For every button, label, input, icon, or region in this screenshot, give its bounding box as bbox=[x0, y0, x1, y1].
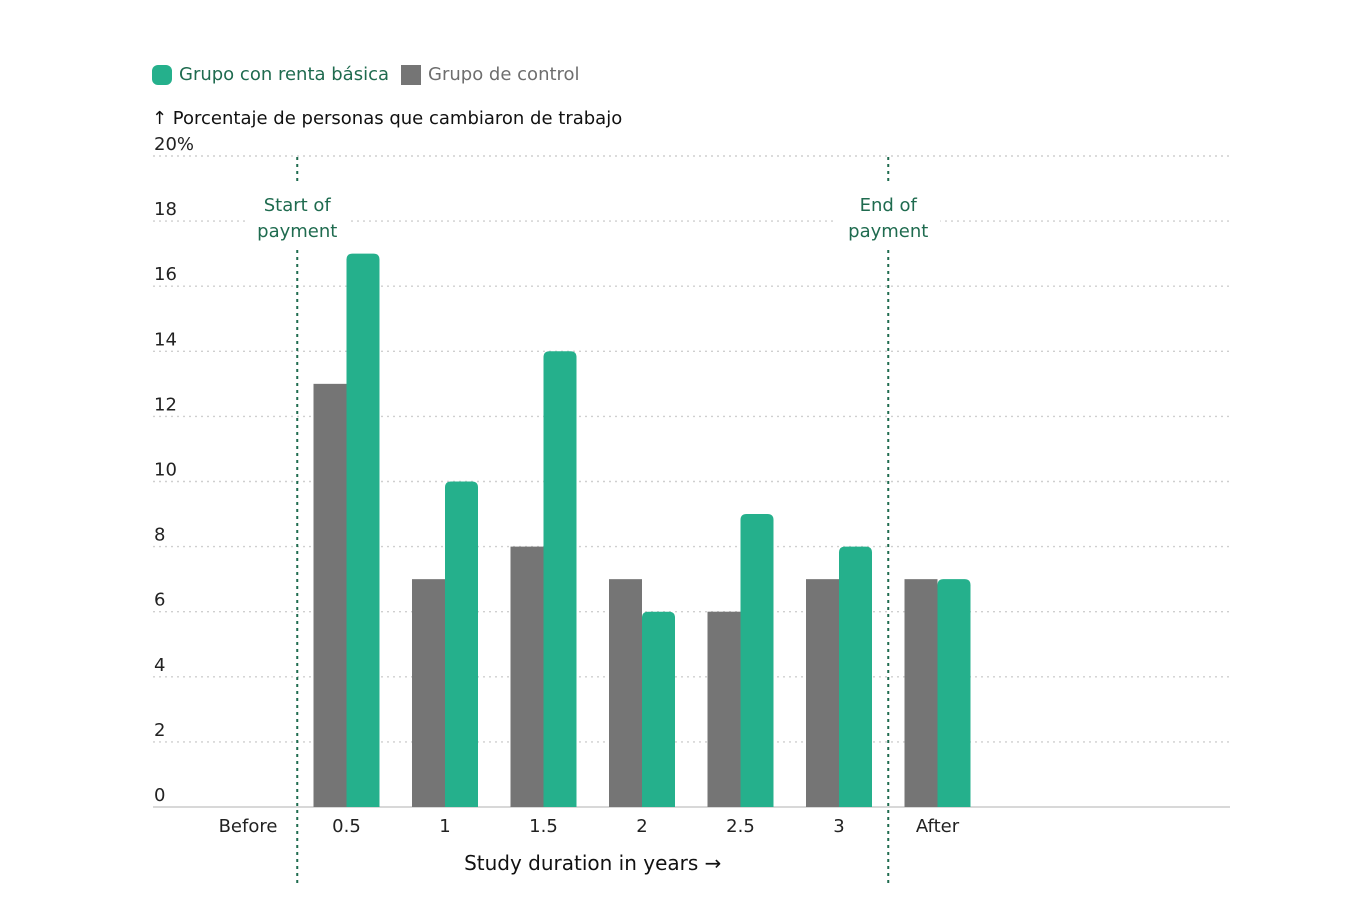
y-axis-label: ↑ Porcentaje de personas que cambiaron d… bbox=[152, 108, 623, 129]
annotation-label-background bbox=[836, 190, 941, 244]
x-tick-label: 2 bbox=[636, 816, 647, 837]
x-tick-label: Before bbox=[219, 816, 278, 837]
annotation-start-of-payment: Start of bbox=[264, 195, 332, 216]
annotation-start-of-payment: payment bbox=[257, 221, 337, 242]
x-tick-label: 1 bbox=[439, 816, 450, 837]
legend-swatch-control bbox=[401, 64, 422, 85]
bar-basic-income bbox=[543, 351, 577, 807]
bar-control bbox=[510, 546, 544, 807]
legend-label-control: Grupo de control bbox=[428, 64, 580, 85]
legend: Grupo con renta básica Grupo de control bbox=[152, 64, 592, 85]
bar-basic-income bbox=[346, 253, 380, 807]
x-tick-label: 2.5 bbox=[726, 816, 755, 837]
y-tick-label: 6 bbox=[154, 590, 165, 611]
bar-control bbox=[904, 579, 938, 807]
bar-basic-income bbox=[740, 514, 774, 807]
y-tick-label: 12 bbox=[154, 394, 177, 415]
bar-control bbox=[412, 579, 445, 807]
y-tick-label: 18 bbox=[154, 199, 177, 220]
legend-swatch-basic-income bbox=[152, 64, 172, 85]
y-tick-label: 2 bbox=[154, 720, 165, 741]
x-tick-label: 1.5 bbox=[529, 816, 558, 837]
y-tick-label: 0 bbox=[154, 785, 165, 806]
bar-control bbox=[707, 611, 741, 807]
x-tick-label: 3 bbox=[833, 816, 844, 837]
legend-label-basic-income: Grupo con renta básica bbox=[179, 64, 390, 85]
y-tick-label: 20% bbox=[154, 134, 194, 155]
y-tick-label: 10 bbox=[154, 460, 177, 481]
bar-control bbox=[806, 579, 839, 807]
annotation-label-background bbox=[245, 190, 350, 244]
bar-basic-income bbox=[445, 481, 478, 807]
bar-basic-income bbox=[937, 579, 971, 807]
bar-basic-income bbox=[642, 611, 675, 807]
annotation-end-of-payment: payment bbox=[848, 221, 928, 242]
x-tick-label: After bbox=[916, 816, 960, 837]
legend-item-basic-income: Grupo con renta básica bbox=[152, 64, 389, 85]
legend-item-control: Grupo de control bbox=[401, 64, 580, 85]
bar-control bbox=[609, 579, 642, 807]
annotation-end-of-payment: End of bbox=[860, 195, 918, 216]
x-tick-label: 0.5 bbox=[332, 816, 361, 837]
x-axis-label: Study duration in years → bbox=[464, 851, 721, 875]
y-tick-label: 4 bbox=[154, 655, 165, 676]
y-tick-label: 14 bbox=[154, 329, 177, 350]
y-tick-label: 16 bbox=[154, 264, 177, 285]
bar-control bbox=[313, 383, 347, 807]
y-tick-label: 8 bbox=[154, 525, 165, 546]
bar-basic-income bbox=[839, 546, 872, 807]
